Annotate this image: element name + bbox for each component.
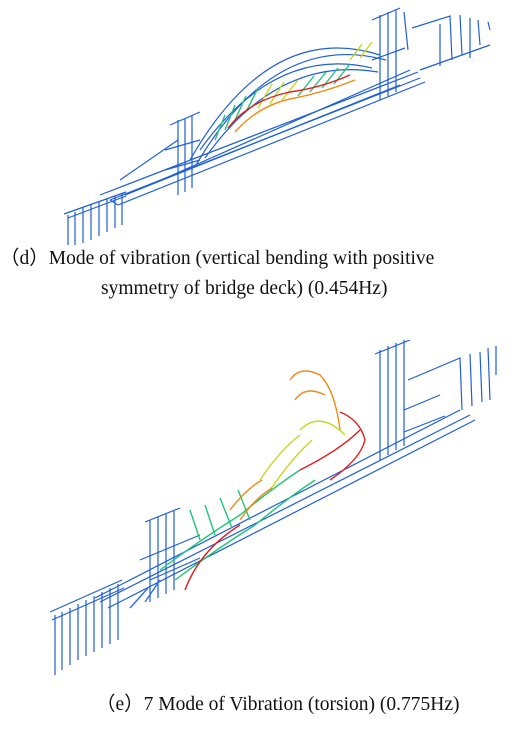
caption-d-line2: symmetry of bridge deck) (0.454Hz) bbox=[101, 278, 388, 299]
caption-d-line1: （d）Mode of vibration (vertical bending w… bbox=[0, 248, 435, 269]
figure-panel-d: （d）Mode of vibration (vertical bending w… bbox=[0, 0, 531, 330]
bridge-structure-d bbox=[63, 7, 491, 245]
mode-shape-lines-e bbox=[129, 370, 366, 609]
mode-shape-lines-d bbox=[214, 41, 373, 141]
bridge-mode-diagram-d bbox=[63, 7, 491, 245]
bridge-mode-diagram-e bbox=[49, 340, 497, 675]
bridge-structure-e bbox=[49, 340, 497, 675]
figure-panel-e: （e）7 Mode of Vibration (torsion) (0.775H… bbox=[0, 340, 531, 738]
caption-e: （e）7 Mode of Vibration (torsion) (0.775H… bbox=[96, 694, 460, 715]
